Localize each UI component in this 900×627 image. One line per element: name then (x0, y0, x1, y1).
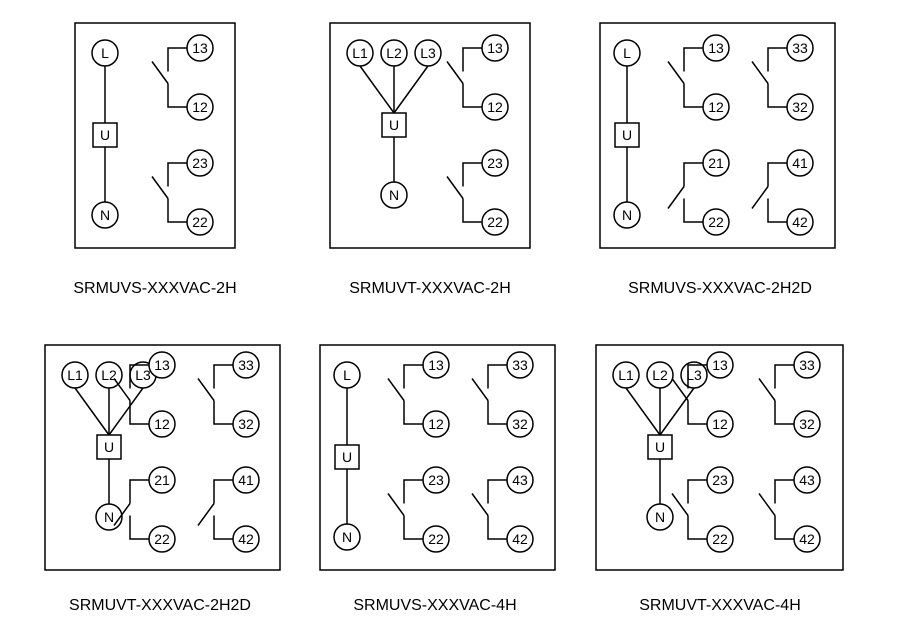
terminal-41-label: 41 (792, 155, 808, 171)
terminal-42-label: 42 (238, 531, 254, 547)
d1-caption: SRMUVS-XXXVAC-2H (73, 280, 236, 297)
terminal-33-label: 33 (792, 40, 808, 56)
terminal-42-label: 42 (799, 531, 815, 547)
d5-caption: SRMUVS-XXXVAC-4H (353, 597, 516, 614)
terminal-l2-label: L2 (652, 367, 668, 383)
coil-u-label: U (622, 127, 632, 143)
terminal-22-label: 22 (708, 214, 724, 230)
terminal-13-label: 13 (192, 40, 208, 56)
terminal-13-label: 13 (712, 357, 728, 373)
d6-caption: SRMUVT-XXXVAC-4H (639, 597, 801, 614)
terminal-41-label: 41 (238, 472, 254, 488)
terminal-21-label: 21 (154, 472, 170, 488)
terminal-n-label: N (389, 187, 399, 203)
coil-u-label: U (342, 449, 352, 465)
relay-wiring-diagram-grid: L U N 13 12 23 22 SRMUVS-XXXVAC-2H L1 L2 L3 U N 13 12 2… (0, 0, 900, 627)
terminal-13-label: 13 (487, 40, 503, 56)
terminal-32-label: 32 (238, 416, 254, 432)
coil-u-label: U (389, 117, 399, 133)
terminal-12-label: 12 (428, 416, 444, 432)
terminal-12-label: 12 (192, 99, 208, 115)
terminal-l1-label: L1 (618, 367, 634, 383)
terminal-22-label: 22 (154, 531, 170, 547)
terminal-32-label: 32 (792, 99, 808, 115)
terminal-23-label: 23 (487, 155, 503, 171)
terminal-42-label: 42 (512, 531, 528, 547)
terminal-23-label: 23 (712, 472, 728, 488)
terminal-12-label: 12 (708, 99, 724, 115)
terminal-23-label: 23 (428, 472, 444, 488)
terminal-l2-label: L2 (386, 45, 402, 61)
terminal-13-label: 13 (428, 357, 444, 373)
terminal-13-label: 13 (154, 357, 170, 373)
terminal-22-label: 22 (487, 214, 503, 230)
terminal-22-label: 22 (712, 531, 728, 547)
terminal-12-label: 12 (712, 416, 728, 432)
terminal-12-label: 12 (154, 416, 170, 432)
terminal-l1-label: L1 (67, 367, 83, 383)
terminal-l1-label: L1 (352, 45, 368, 61)
terminal-42-label: 42 (792, 214, 808, 230)
terminal-12-label: 12 (487, 99, 503, 115)
terminal-l-label: L (101, 45, 109, 61)
terminal-32-label: 32 (512, 416, 528, 432)
terminal-22-label: 22 (192, 214, 208, 230)
coil-u-label: U (100, 127, 110, 143)
terminal-33-label: 33 (238, 357, 254, 373)
terminal-l-label: L (343, 367, 351, 383)
terminal-22-label: 22 (428, 531, 444, 547)
terminal-13-label: 13 (708, 40, 724, 56)
terminal-l3-label: L3 (420, 45, 436, 61)
terminal-33-label: 33 (512, 357, 528, 373)
terminal-n-label: N (104, 509, 114, 525)
terminal-43-label: 43 (512, 472, 528, 488)
d2-caption: SRMUVT-XXXVAC-2H (349, 280, 511, 297)
coil-u-label: U (655, 439, 665, 455)
coil-u-label: U (104, 439, 114, 455)
terminal-n-label: N (622, 207, 632, 223)
terminal-l-label: L (623, 45, 631, 61)
terminal-32-label: 32 (799, 416, 815, 432)
terminal-l3-label: L3 (135, 367, 151, 383)
terminal-n-label: N (342, 529, 352, 545)
terminal-33-label: 33 (799, 357, 815, 373)
d3-caption: SRMUVS-XXXVAC-2H2D (628, 280, 812, 297)
terminal-43-label: 43 (799, 472, 815, 488)
terminal-23-label: 23 (192, 155, 208, 171)
d4-caption: SRMUVT-XXXVAC-2H2D (69, 597, 251, 614)
terminal-n-label: N (100, 207, 110, 223)
terminal-21-label: 21 (708, 155, 724, 171)
terminal-n-label: N (655, 509, 665, 525)
